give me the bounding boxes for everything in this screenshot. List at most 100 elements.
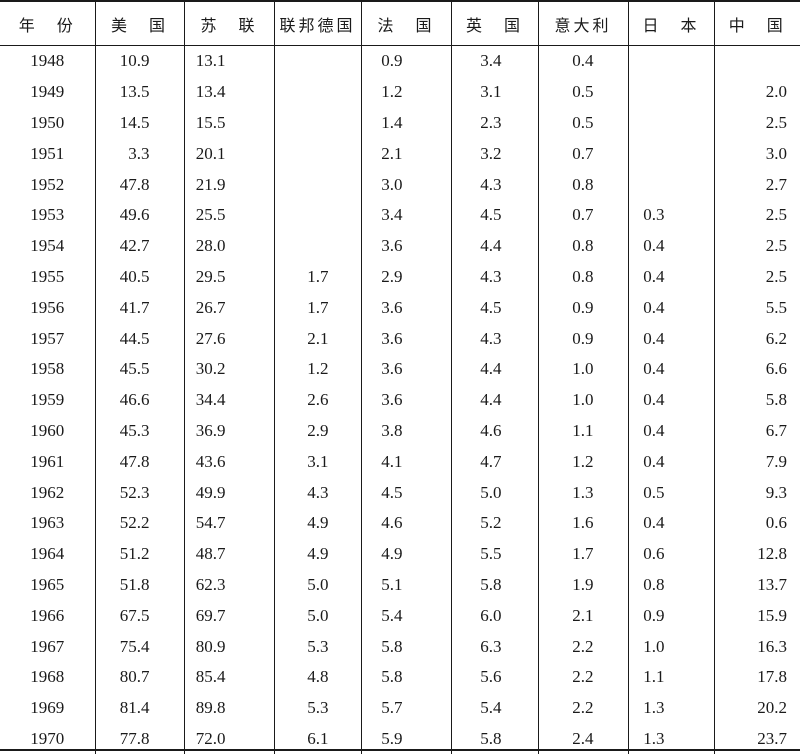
- cell-uk: 5.4: [451, 693, 538, 724]
- cell-japan: 0.4: [628, 292, 714, 323]
- cell-china: 12.8: [714, 539, 800, 570]
- cell-year: 1962: [0, 477, 95, 508]
- cell-west-germany: [274, 108, 361, 139]
- cell-italy: 0.5: [538, 77, 628, 108]
- cell-year: 1969: [0, 693, 95, 724]
- cell-japan: 0.5: [628, 477, 714, 508]
- cell-china: 6.2: [714, 323, 800, 354]
- cell-japan: 0.4: [628, 385, 714, 416]
- cell-ussr: 26.7: [184, 292, 274, 323]
- cell-france: 3.4: [361, 200, 451, 231]
- cell-ussr: 49.9: [184, 477, 274, 508]
- cell-usa: 45.3: [95, 416, 184, 447]
- cell-usa: 51.8: [95, 570, 184, 601]
- cell-france: 3.0: [361, 169, 451, 200]
- cell-ussr: 34.4: [184, 385, 274, 416]
- cell-china: 2.0: [714, 77, 800, 108]
- cell-usa: 3.3: [95, 138, 184, 169]
- cell-year: 1963: [0, 508, 95, 539]
- cell-uk: 3.1: [451, 77, 538, 108]
- cell-france: 2.9: [361, 262, 451, 293]
- cell-ussr: 89.8: [184, 693, 274, 724]
- cell-italy: 2.2: [538, 631, 628, 662]
- cell-france: 3.6: [361, 231, 451, 262]
- cell-china: 9.3: [714, 477, 800, 508]
- cell-west-germany: 1.2: [274, 354, 361, 385]
- cell-uk: 2.3: [451, 108, 538, 139]
- cell-year: 1949: [0, 77, 95, 108]
- cell-france: 4.5: [361, 477, 451, 508]
- cell-china: 7.9: [714, 446, 800, 477]
- cell-japan: [628, 108, 714, 139]
- cell-uk: 4.3: [451, 169, 538, 200]
- cell-china: 5.5: [714, 292, 800, 323]
- cell-japan: 0.9: [628, 600, 714, 631]
- cell-china: 2.5: [714, 231, 800, 262]
- cell-uk: 4.4: [451, 354, 538, 385]
- cell-japan: 0.4: [628, 508, 714, 539]
- cell-usa: 49.6: [95, 200, 184, 231]
- cell-ussr: 13.4: [184, 77, 274, 108]
- cell-year: 1961: [0, 446, 95, 477]
- cell-japan: [628, 138, 714, 169]
- header-china: 中 国: [714, 2, 800, 46]
- cell-usa: 46.6: [95, 385, 184, 416]
- cell-ussr: 48.7: [184, 539, 274, 570]
- cell-uk: 5.8: [451, 724, 538, 754]
- cell-year: 1954: [0, 231, 95, 262]
- cell-west-germany: 5.0: [274, 600, 361, 631]
- cell-west-germany: [274, 46, 361, 77]
- cell-japan: 0.4: [628, 323, 714, 354]
- cell-year: 1957: [0, 323, 95, 354]
- cell-year: 1952: [0, 169, 95, 200]
- cell-japan: 1.3: [628, 693, 714, 724]
- cell-uk: 5.2: [451, 508, 538, 539]
- cell-france: 3.6: [361, 354, 451, 385]
- cell-usa: 77.8: [95, 724, 184, 754]
- cell-france: 5.8: [361, 631, 451, 662]
- cell-china: 3.0: [714, 138, 800, 169]
- cell-year: 1965: [0, 570, 95, 601]
- cell-uk: 4.6: [451, 416, 538, 447]
- cell-west-germany: 2.9: [274, 416, 361, 447]
- cell-uk: 4.3: [451, 323, 538, 354]
- cell-uk: 4.7: [451, 446, 538, 477]
- cell-china: 0.6: [714, 508, 800, 539]
- cell-france: 4.1: [361, 446, 451, 477]
- cell-china: 2.7: [714, 169, 800, 200]
- cell-uk: 4.4: [451, 385, 538, 416]
- cell-west-germany: 3.1: [274, 446, 361, 477]
- cell-china: 5.8: [714, 385, 800, 416]
- cell-ussr: 29.5: [184, 262, 274, 293]
- cell-year: 1967: [0, 631, 95, 662]
- cell-usa: 47.8: [95, 169, 184, 200]
- cell-ussr: 13.1: [184, 46, 274, 77]
- cell-usa: 13.5: [95, 77, 184, 108]
- cell-uk: 4.4: [451, 231, 538, 262]
- cell-ussr: 54.7: [184, 508, 274, 539]
- cell-france: 3.6: [361, 292, 451, 323]
- cell-china: 15.9: [714, 600, 800, 631]
- cell-ussr: 15.5: [184, 108, 274, 139]
- cell-ussr: 20.1: [184, 138, 274, 169]
- cell-france: 5.9: [361, 724, 451, 754]
- cell-france: 0.9: [361, 46, 451, 77]
- cell-year: 1958: [0, 354, 95, 385]
- cell-usa: 44.5: [95, 323, 184, 354]
- cell-usa: 14.5: [95, 108, 184, 139]
- cell-ussr: 69.7: [184, 600, 274, 631]
- cell-usa: 52.2: [95, 508, 184, 539]
- cell-japan: 1.3: [628, 724, 714, 754]
- cell-china: 13.7: [714, 570, 800, 601]
- cell-france: 1.2: [361, 77, 451, 108]
- cell-italy: 0.7: [538, 200, 628, 231]
- cell-uk: 5.8: [451, 570, 538, 601]
